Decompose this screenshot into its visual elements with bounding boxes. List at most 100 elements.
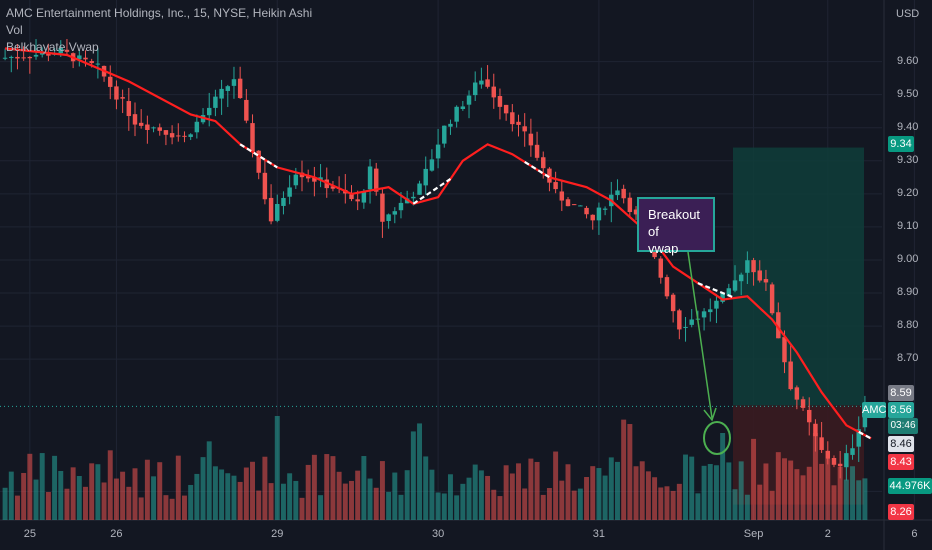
volume-bar (144, 459, 150, 520)
vwap-session-marker (858, 430, 872, 440)
candle-body (807, 409, 812, 423)
candle-body (423, 168, 428, 186)
candle-body (590, 214, 595, 221)
volume-bar (225, 473, 231, 520)
time-tick-label: 26 (110, 528, 123, 540)
candle-body (262, 172, 268, 200)
price-tick-label: 8.80 (897, 319, 919, 332)
candle-body (89, 61, 94, 64)
volume-bar (751, 438, 757, 520)
volume-bar (429, 469, 435, 520)
volume-bar (219, 469, 225, 520)
candle-body (27, 56, 33, 59)
volume-bar (101, 482, 107, 520)
candle-body (448, 123, 453, 127)
symbol-title[interactable]: AMC Entertainment Holdings, Inc., 15, NY… (6, 6, 313, 20)
upper-price-tag: 8.59 (888, 385, 914, 401)
volume-bar (280, 483, 286, 520)
candle-body (782, 337, 787, 363)
candle-body (701, 311, 707, 318)
volume-bar (825, 458, 831, 520)
volume-bar (379, 461, 385, 520)
candle-body (794, 387, 800, 400)
current-price-tag: 8.56 (888, 402, 914, 418)
time-tick-label: 2 (824, 528, 831, 540)
candle-body (658, 258, 664, 278)
candle-body (788, 361, 793, 390)
candle-body (763, 279, 769, 283)
volume-bar (627, 424, 633, 520)
volume-bar (683, 454, 688, 520)
volume-bar (212, 466, 218, 520)
candle-body (664, 277, 670, 297)
volume-bar (274, 416, 280, 520)
candle-body (120, 97, 125, 99)
volume-bar (757, 484, 763, 520)
annotation-line-2: vwap (648, 241, 679, 256)
volume-bar (361, 456, 367, 520)
candle-body (293, 174, 299, 186)
volume-bar (417, 423, 423, 520)
candle-body (602, 208, 608, 210)
candle-body (126, 101, 132, 117)
candle-body (206, 107, 212, 116)
candle-body (813, 423, 818, 437)
bar-countdown: 03:46 (888, 418, 918, 434)
volume-bar (256, 490, 262, 520)
vwap-session-marker (239, 143, 278, 169)
candle-body (108, 76, 113, 87)
volume-bar (330, 456, 336, 520)
candle-body (584, 207, 589, 215)
candle-body (275, 203, 280, 221)
volume-bar (565, 464, 571, 520)
vwap-line (4, 47, 872, 440)
volume-bar (157, 462, 163, 520)
volume-bar (602, 475, 608, 520)
candle-body (776, 312, 781, 339)
candle-body (565, 199, 571, 207)
volume-bar (373, 487, 379, 520)
candle-body (244, 99, 249, 121)
candle-body (213, 96, 218, 108)
price-tick-label: 8.70 (897, 352, 919, 365)
candle-body (367, 166, 373, 190)
breakout-annotation[interactable]: Breakout of vwap (637, 197, 715, 256)
time-tick-label: 6 (911, 528, 918, 540)
volume-bar (83, 486, 88, 520)
candle-body (460, 106, 466, 110)
volume-bar (516, 463, 521, 520)
candle-body (312, 177, 317, 182)
volume-bar (132, 468, 138, 520)
volume-bar (819, 463, 825, 520)
candle-body (305, 175, 311, 179)
volume-bar (713, 465, 719, 520)
volume-bar (707, 464, 713, 520)
volume-bar (392, 472, 398, 520)
volume-bar (194, 473, 200, 520)
volume-bar (262, 456, 268, 520)
candle-body (547, 168, 552, 183)
candle-body (256, 150, 261, 173)
volume-bar (831, 485, 837, 520)
candle-body (411, 196, 416, 199)
volume-bar (423, 456, 429, 520)
time-tick-label: Sep (743, 528, 764, 540)
annotation-arrow (687, 251, 713, 419)
candle-body (516, 121, 521, 125)
candle-body (429, 159, 435, 171)
volume-bar (738, 461, 744, 520)
volume-bar (763, 463, 769, 520)
volume-bar (8, 471, 14, 520)
volume-bar (454, 495, 460, 520)
time-tick-label: 31 (592, 528, 606, 540)
candle-body (720, 293, 725, 302)
candle-body (738, 274, 744, 282)
vwap-indicator-label[interactable]: Belkhayate Vwap (6, 40, 99, 54)
annotation-line-1: Breakout of (648, 207, 701, 239)
candle-body (442, 125, 447, 144)
candle-body (417, 183, 422, 195)
volume-bar (138, 497, 144, 520)
volume-indicator-label[interactable]: Vol (6, 23, 23, 37)
volume-bar (559, 480, 565, 520)
